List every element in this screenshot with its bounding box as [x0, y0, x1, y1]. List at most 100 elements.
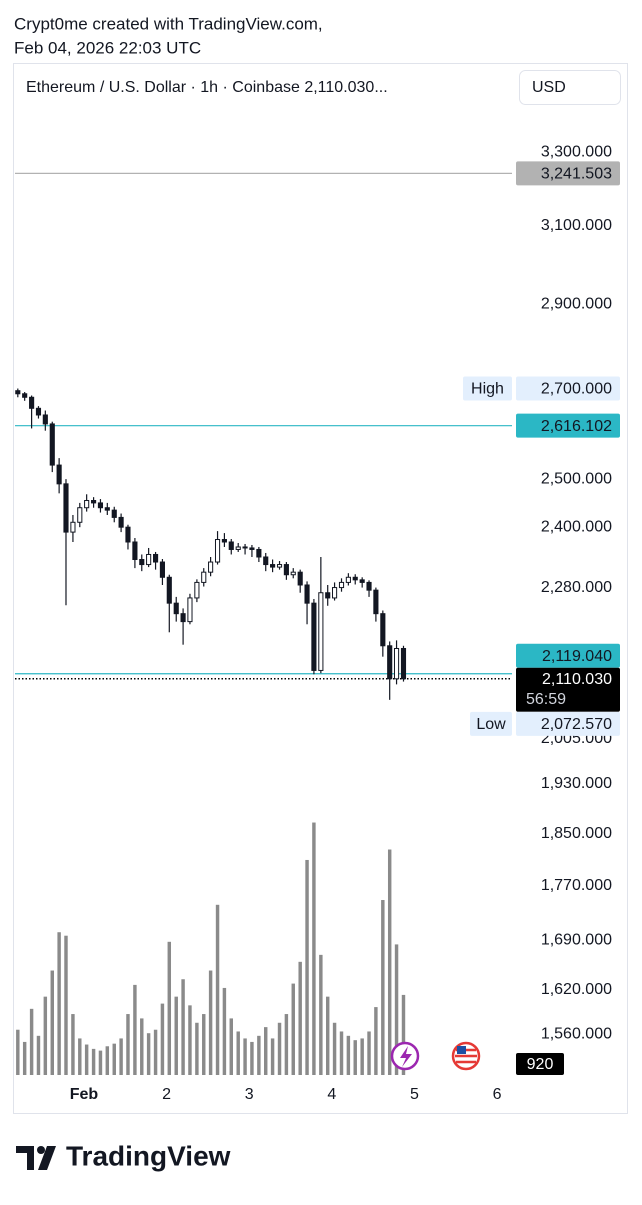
- y-tick-label: 2,900.000: [541, 296, 612, 313]
- candle-body: [159, 561, 165, 578]
- candle-body: [221, 539, 227, 543]
- price-label: 2,119.040: [542, 648, 612, 665]
- extreme-value: 2,072.570: [541, 716, 612, 733]
- y-tick-label: 1,690.000: [541, 931, 612, 948]
- candle-body: [125, 526, 131, 543]
- price-label: 3,241.503: [541, 166, 612, 183]
- volume-bar: [374, 1007, 378, 1075]
- volume-bar: [140, 1018, 144, 1075]
- candle-body: [228, 541, 234, 550]
- volume-bar: [298, 961, 302, 1075]
- volume-bar: [105, 1046, 110, 1075]
- volume-bar: [167, 941, 172, 1075]
- volume-bar: [353, 1040, 357, 1075]
- y-tick-label: 1,930.000: [541, 775, 612, 792]
- extreme-value-box: [516, 711, 620, 736]
- x-tick-label: 4: [327, 1086, 336, 1103]
- candle-body: [91, 500, 97, 504]
- candle-body: [29, 396, 35, 409]
- chart-title: Ethereum / U.S. Dollar · 1h · Coinbase 2…: [26, 79, 388, 96]
- price-label-box: [516, 413, 620, 438]
- volume-bar: [215, 904, 220, 1075]
- extreme-name: High: [471, 381, 504, 398]
- candle-body: [111, 509, 117, 518]
- candle-body: [311, 602, 317, 671]
- volume-bar: [202, 1014, 206, 1075]
- logo-dot: [37, 1146, 45, 1154]
- y-tick-label: 3,300.000: [541, 144, 612, 161]
- y-tick-label: 2,400.000: [541, 518, 612, 535]
- currency-button[interactable]: [519, 70, 621, 105]
- candle-body: [297, 571, 303, 586]
- y-tick-label: 3,100.000: [541, 217, 612, 234]
- x-tick-label: 6: [493, 1086, 502, 1103]
- volume-bar: [264, 1027, 268, 1075]
- candle-body: [283, 564, 289, 576]
- volume-bar: [312, 822, 316, 1075]
- volume-bar: [146, 1033, 151, 1075]
- y-tick-label: 1,770.000: [541, 877, 612, 894]
- volume-bar: [284, 1014, 289, 1075]
- volume-bar: [78, 1038, 82, 1075]
- extreme-name-box: [463, 376, 512, 401]
- candle-body: [214, 539, 221, 563]
- candle-body: [208, 561, 214, 573]
- volume-bar: [394, 944, 399, 1075]
- candle-body: [393, 647, 400, 680]
- volume-bar: [250, 1041, 254, 1075]
- volume-bar: [160, 1003, 165, 1075]
- candle-body: [242, 546, 248, 549]
- candle-body: [49, 423, 55, 466]
- brand-name: TradingView: [66, 1140, 231, 1171]
- candle-body: [366, 581, 372, 591]
- volume-bar: [153, 1029, 158, 1075]
- volume-bar: [195, 1022, 199, 1075]
- x-tick-label: Feb: [70, 1086, 99, 1103]
- candle-body: [325, 592, 331, 599]
- volume-bar: [270, 1038, 275, 1075]
- brand-logo: [16, 1146, 56, 1170]
- candle-body: [153, 553, 159, 563]
- volume-bar: [36, 1035, 41, 1075]
- candle-body: [173, 602, 179, 615]
- candle-body: [373, 589, 379, 615]
- volume-bar: [112, 1043, 116, 1075]
- volume-bar: [360, 1038, 364, 1075]
- price-label-box: [516, 161, 620, 186]
- logo-seven: [16, 1146, 34, 1170]
- countdown-label: 56:59: [526, 691, 566, 708]
- candle-body: [290, 571, 296, 576]
- candle-body: [352, 576, 358, 581]
- volume-bar: [43, 996, 48, 1075]
- candle-body: [84, 500, 90, 509]
- candle-body: [380, 613, 386, 647]
- volume-bar: [367, 1031, 371, 1075]
- volume-bar: [381, 900, 385, 1075]
- volume-bar: [29, 1008, 34, 1075]
- volume-bar: [222, 987, 227, 1075]
- volume-bar: [236, 1031, 240, 1075]
- candle-body: [235, 546, 241, 550]
- candle-body: [63, 483, 69, 533]
- price-label: 2,616.102: [541, 418, 612, 435]
- volume-bar: [98, 1050, 103, 1075]
- volume-bar: [133, 984, 137, 1075]
- candle-body: [332, 587, 338, 599]
- volume-bar: [50, 970, 54, 1075]
- candle-body: [256, 548, 262, 558]
- candle-body: [56, 464, 62, 485]
- candle-body: [270, 564, 276, 568]
- logo-slash: [38, 1146, 56, 1170]
- candle-body: [132, 541, 138, 561]
- volume-bar: [181, 979, 185, 1075]
- date-line: Feb 04, 2026 22:03 UTC: [14, 38, 201, 57]
- y-tick-label: 2,280.000: [541, 579, 612, 596]
- volume-bar: [119, 1038, 123, 1075]
- volume-bar: [174, 996, 178, 1075]
- candle-body: [304, 584, 310, 604]
- volume-bar: [22, 1041, 27, 1075]
- extreme-name-box: [470, 711, 512, 736]
- volume-bar: [243, 1038, 247, 1075]
